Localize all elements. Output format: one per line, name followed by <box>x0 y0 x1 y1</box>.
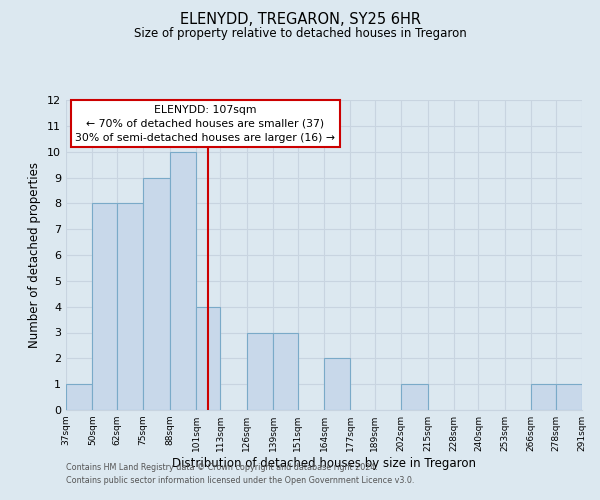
Bar <box>196 306 220 410</box>
Bar <box>531 384 556 410</box>
Text: Size of property relative to detached houses in Tregaron: Size of property relative to detached ho… <box>134 28 466 40</box>
Bar <box>247 332 273 410</box>
Text: ELENYDD: 107sqm
← 70% of detached houses are smaller (37)
30% of semi-detached h: ELENYDD: 107sqm ← 70% of detached houses… <box>76 104 335 142</box>
Text: Contains public sector information licensed under the Open Government Licence v3: Contains public sector information licen… <box>66 476 415 485</box>
Text: ELENYDD, TREGARON, SY25 6HR: ELENYDD, TREGARON, SY25 6HR <box>179 12 421 28</box>
Text: Contains HM Land Registry data © Crown copyright and database right 2024.: Contains HM Land Registry data © Crown c… <box>66 464 378 472</box>
Bar <box>92 204 117 410</box>
Bar <box>143 178 170 410</box>
Bar <box>66 384 92 410</box>
X-axis label: Distribution of detached houses by size in Tregaron: Distribution of detached houses by size … <box>172 457 476 470</box>
Bar <box>273 332 298 410</box>
Bar <box>117 204 143 410</box>
Bar <box>401 384 428 410</box>
Bar <box>170 152 196 410</box>
Bar <box>324 358 350 410</box>
Bar <box>556 384 582 410</box>
Y-axis label: Number of detached properties: Number of detached properties <box>28 162 41 348</box>
